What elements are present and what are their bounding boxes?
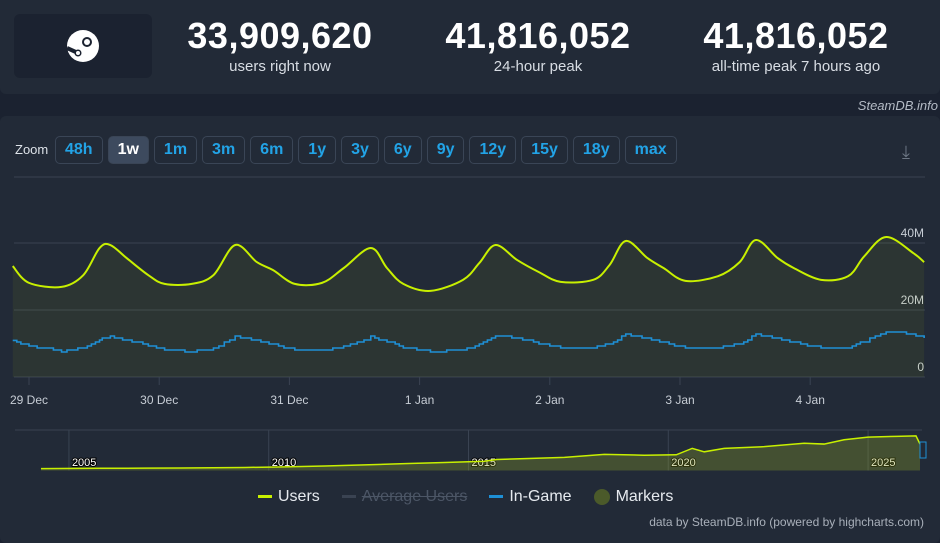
- steamdb-credit[interactable]: SteamDB.info: [857, 98, 938, 113]
- legend: Users Average Users In-Game Markers: [258, 488, 673, 506]
- navigator-area: [40, 435, 921, 471]
- steam-logo: [14, 14, 152, 78]
- 24h-peak-stat: 41,816,052 24-hour peak: [418, 15, 658, 76]
- zoom-button-1w[interactable]: 1w: [107, 136, 149, 164]
- y-tick-label: 20M: [901, 293, 924, 307]
- steam-icon: [66, 30, 99, 62]
- zoom-button-6m[interactable]: 6m: [250, 136, 294, 164]
- zoom-button-9y[interactable]: 9y: [426, 136, 465, 164]
- legend-label: Users: [278, 488, 320, 505]
- highcharts-credit[interactable]: data by SteamDB.info (powered by highcha…: [649, 515, 924, 529]
- zoom-button-1m[interactable]: 1m: [153, 136, 198, 164]
- y-tick-label: 0: [917, 360, 924, 374]
- download-icon[interactable]: ⤓: [902, 142, 910, 162]
- stat-value: 41,816,052: [445, 15, 631, 56]
- x-tick-label: 4 Jan: [796, 393, 825, 407]
- x-tick-label: 30 Dec: [140, 393, 178, 407]
- chart-panel: [0, 116, 940, 543]
- legend-average-users[interactable]: Average Users: [341, 488, 468, 506]
- zoom-label: Zoom: [15, 142, 49, 157]
- stat-value: 33,909,620: [187, 15, 373, 56]
- zoom-button-3y[interactable]: 3y: [341, 136, 379, 164]
- legend-markers[interactable]: Markers: [593, 488, 674, 506]
- all-time-peak-stat: 41,816,052 all-time peak 7 hours ago: [676, 15, 916, 76]
- navigator-year-label: 2025: [871, 457, 895, 469]
- legend-label: In-Game: [509, 488, 572, 505]
- navigator-year-label: 2005: [72, 457, 96, 469]
- legend-label: Average Users: [361, 488, 468, 505]
- zoom-button-3m[interactable]: 3m: [202, 136, 246, 164]
- legend-users[interactable]: Users: [258, 488, 320, 506]
- stat-value: 41,816,052: [703, 15, 889, 56]
- zoom-button-18y[interactable]: 18y: [572, 136, 620, 164]
- y-tick-label: 40M: [901, 226, 924, 240]
- zoom-buttons: 48h 1w 1m 3m 6m 1y 3y 6y 9y 12y 15y 18y max: [55, 136, 677, 164]
- navigator-year-label: 2020: [671, 457, 695, 469]
- x-tick-label: 2 Jan: [535, 393, 564, 407]
- users-area: [12, 236, 925, 377]
- zoom-button-6y[interactable]: 6y: [383, 136, 422, 164]
- users-line[interactable]: [11, 235, 925, 292]
- stat-label: users right now: [229, 58, 331, 75]
- x-tick-label: 1 Jan: [405, 393, 434, 407]
- legend-in-game[interactable]: In-Game: [489, 488, 572, 506]
- navigator-handle[interactable]: [919, 441, 927, 459]
- in-game-line[interactable]: [12, 331, 925, 353]
- zoom-button-max[interactable]: max: [624, 136, 677, 164]
- x-tick-label: 3 Jan: [665, 393, 694, 407]
- legend-label: Markers: [615, 488, 674, 505]
- navigator-line: [40, 435, 921, 470]
- zoom-button-12y[interactable]: 12y: [469, 136, 517, 164]
- stat-label: all-time peak 7 hours ago: [711, 58, 881, 75]
- stat-label: 24-hour peak: [493, 58, 583, 75]
- zoom-button-1y[interactable]: 1y: [298, 136, 337, 164]
- users-now-stat: 33,909,620 users right now: [160, 15, 400, 76]
- zoom-button-15y[interactable]: 15y: [521, 136, 568, 164]
- x-tick-label: 29 Dec: [10, 393, 48, 407]
- zoom-button-48h[interactable]: 48h: [55, 136, 103, 164]
- stats-header: 33,909,620 users right now 41,816,052 24-h…: [0, 0, 940, 94]
- x-tick-label: 31 Dec: [270, 393, 308, 407]
